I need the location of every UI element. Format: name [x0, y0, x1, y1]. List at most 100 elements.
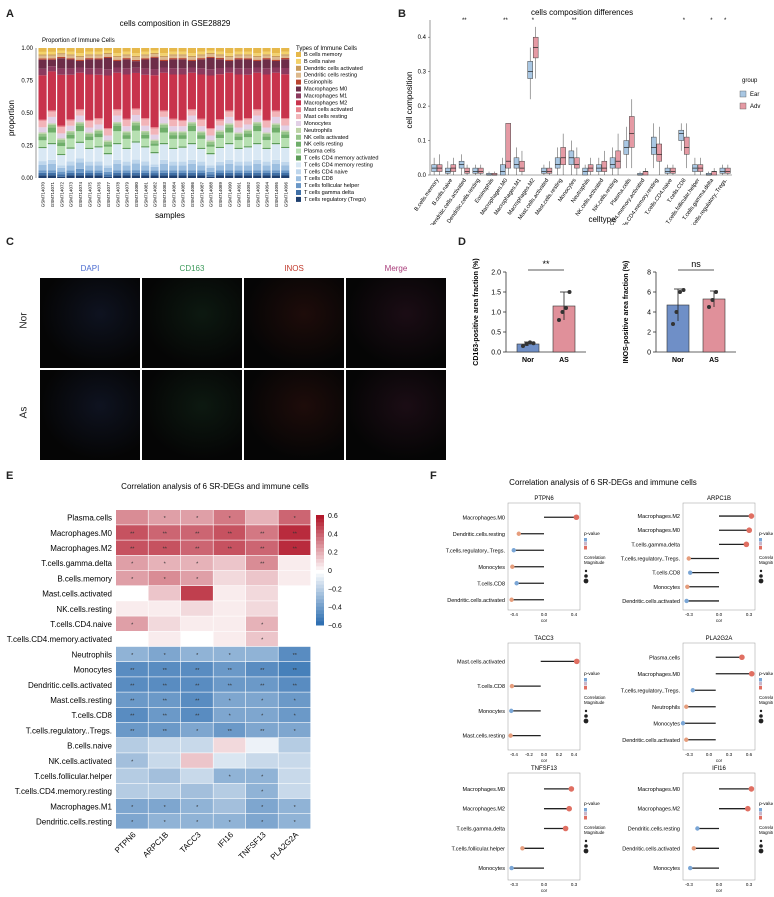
stack-segment — [150, 170, 159, 174]
lollipop-row-label: Monocytes — [478, 709, 505, 715]
heatmap-cell — [116, 570, 148, 586]
stack-segment — [122, 74, 131, 119]
heatmap-star: * — [261, 775, 264, 781]
stack-segment — [150, 140, 159, 144]
data-point — [707, 305, 711, 309]
legend-swatch — [739, 90, 747, 98]
stack-segment — [187, 59, 196, 61]
stack-segment — [215, 170, 224, 173]
stack-segment — [234, 74, 243, 120]
heatmap-star: ** — [228, 683, 233, 689]
stack-segment — [85, 161, 94, 166]
stack-segment — [169, 175, 178, 178]
lollipop-x-tick: 0.0 — [706, 752, 713, 757]
heatmap-star: ** — [163, 547, 168, 553]
stack-segment — [122, 175, 131, 178]
legend-magnitude-dot — [584, 714, 588, 718]
stack-segment — [281, 161, 290, 166]
stack-segment — [215, 55, 224, 58]
colorbar-segment — [316, 540, 324, 545]
stack-segment — [47, 71, 56, 111]
stack-segment — [150, 139, 159, 141]
stack-segment — [122, 131, 131, 133]
stack-segment — [243, 130, 252, 134]
stack-segment — [281, 173, 290, 176]
stack-segment — [197, 138, 206, 148]
lollipop-dot — [509, 683, 515, 689]
legend-swatch — [296, 114, 301, 120]
stack-segment — [253, 126, 262, 132]
legend-magnitude-dot — [584, 844, 588, 848]
stack-segment — [206, 176, 215, 178]
legend-magnitude-dot — [759, 569, 763, 573]
heatmap-cell — [246, 798, 278, 814]
stack-segment — [141, 170, 150, 173]
stack-segment — [169, 58, 178, 60]
stack-segment — [262, 54, 271, 56]
stack-segment — [85, 58, 94, 60]
stack-segment — [253, 59, 262, 61]
lollipop-dot — [568, 786, 575, 792]
stack-segment — [150, 52, 159, 55]
stack-segment — [122, 132, 131, 136]
stack-segment — [234, 170, 243, 173]
heatmap-cell — [116, 662, 148, 677]
stack-segment — [178, 147, 187, 162]
heatmap-row-label: T.cells.CD4.naive — [50, 620, 112, 629]
heatmap-star: * — [294, 805, 297, 811]
lollipop-x-tick: 0.0 — [541, 752, 548, 757]
legend-label: T cells CD4 naive — [304, 169, 348, 175]
heatmap-star: * — [294, 820, 297, 826]
legend-label: Macrophages M0 — [304, 87, 347, 93]
stack-segment — [262, 127, 271, 133]
lollipop-x-tick: -0.3 — [685, 882, 693, 887]
heatmap-cell — [278, 646, 311, 662]
lollipop-x-tick: 0.3 — [571, 882, 578, 887]
heatmap-star: ** — [130, 729, 135, 735]
stack-segment — [141, 147, 150, 162]
stack-segment — [38, 165, 47, 171]
heatmap-cell — [116, 510, 148, 525]
stack-segment — [234, 136, 243, 141]
y-tick-label: 0.4 — [418, 35, 427, 41]
colorbar-segment — [316, 584, 324, 589]
stack-segment — [281, 59, 290, 68]
stack-segment — [262, 133, 271, 137]
stack-segment — [281, 131, 290, 135]
heatmap-cell — [213, 753, 246, 768]
heatmap-star: ** — [130, 714, 135, 720]
heatmap-star: * — [196, 820, 199, 826]
lollipop-x-tick: 0.0 — [541, 612, 548, 617]
stack-segment — [122, 161, 131, 166]
colorbar-tick-label: 0 — [328, 568, 332, 575]
y-tick-label: 2.0 — [491, 270, 501, 277]
colorbar-tick-label: 0.6 — [328, 513, 338, 520]
heatmap-col-label: TACC3 — [178, 830, 203, 855]
lollipop-row-label: Monocytes — [478, 866, 505, 872]
heatmap-cell — [213, 510, 246, 525]
stack-segment — [141, 125, 150, 131]
stack-segment — [66, 55, 75, 59]
legend-label: T cells regulatory (Tregs) — [304, 197, 366, 203]
stack-segment — [66, 58, 75, 60]
heatmap-star: ** — [195, 668, 200, 674]
stack-segment — [178, 59, 187, 69]
stack-segment — [243, 124, 252, 130]
data-point — [671, 322, 675, 326]
heatmap-cell — [246, 555, 278, 571]
heatmap-cell — [246, 586, 278, 601]
heatmap-cell — [148, 798, 181, 814]
stack-segment — [113, 131, 122, 143]
lollipop-gene-title: IFI16 — [712, 766, 726, 772]
stack-segment — [47, 58, 56, 60]
lollipop-frame — [682, 772, 756, 881]
legend-label: T cells gamma delta — [304, 190, 355, 196]
stack-segment — [75, 158, 84, 163]
heatmap-star: * — [196, 805, 199, 811]
legend-magnitude-title: Correlation — [759, 555, 773, 560]
heatmap-cell — [148, 662, 181, 677]
box — [464, 167, 470, 174]
stack-segment — [253, 163, 262, 171]
stack-segment — [131, 172, 140, 176]
stack-segment — [178, 172, 187, 176]
